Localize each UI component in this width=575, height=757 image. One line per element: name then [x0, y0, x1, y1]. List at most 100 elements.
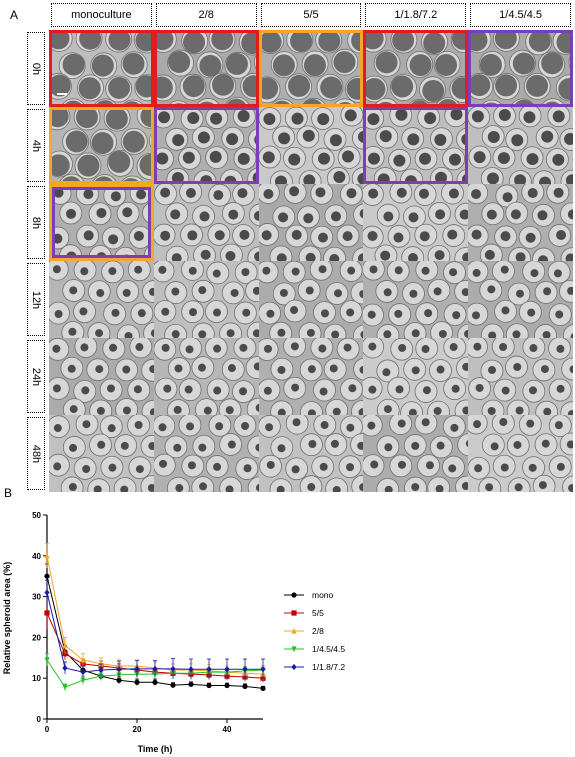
micrograph — [153, 338, 259, 415]
legend-marker — [291, 610, 297, 616]
row-header: 8h — [27, 186, 45, 259]
panel-a-letter: A — [10, 8, 19, 22]
micrograph — [468, 338, 574, 415]
data-point — [116, 677, 122, 683]
micrograph — [363, 107, 469, 184]
data-point — [62, 642, 68, 649]
y-axis-label: Relative spheroid area (%) — [2, 562, 12, 675]
data-point — [80, 656, 86, 663]
series-line — [46, 555, 264, 675]
micrograph — [363, 184, 469, 261]
micrograph — [153, 415, 259, 492]
micrograph — [153, 30, 259, 107]
micrograph — [258, 30, 364, 107]
x-tick-label: 40 — [223, 725, 232, 734]
row-header-label: 12h — [30, 290, 43, 309]
data-point — [44, 610, 50, 616]
data-point — [170, 682, 176, 688]
micrograph — [363, 30, 469, 107]
y-tick-label: 10 — [32, 674, 41, 683]
x-tick-label: 20 — [133, 725, 142, 734]
micrograph — [153, 261, 259, 338]
spheroid-area-chart: 0 10 20 30 40 50 0 20 40 mono 5/5 2/8 1/4.5/4.5 1/1.… — [2, 511, 345, 754]
row-header-label: 8h — [30, 216, 42, 229]
data-point — [260, 666, 266, 673]
legend-entry: 1/4.5/4.5 — [284, 644, 345, 654]
legend-entry: mono — [284, 590, 334, 600]
data-point — [44, 589, 50, 596]
micrograph — [363, 338, 469, 415]
legend-entry: 5/5 — [284, 608, 324, 618]
legend-label: 1/1.8/7.2 — [312, 662, 345, 672]
chart-axes: 0 10 20 30 40 50 0 20 40 — [32, 511, 263, 734]
legend-marker — [291, 663, 297, 671]
micrograph — [258, 338, 364, 415]
micrograph — [258, 415, 364, 492]
column-header: 1/4.5/4.5 — [470, 3, 571, 27]
column-header: 5/5 — [260, 3, 362, 27]
micrograph — [49, 30, 154, 107]
row-header-label: 4h — [30, 139, 42, 152]
y-tick-label: 20 — [32, 633, 41, 642]
legend-label: 5/5 — [312, 608, 324, 618]
data-point — [80, 677, 86, 684]
micrograph — [468, 261, 574, 338]
y-tick-label: 50 — [32, 511, 41, 520]
data-point — [242, 683, 248, 689]
x-tick-label: 0 — [45, 725, 50, 734]
data-point — [44, 552, 50, 559]
micrograph — [468, 184, 574, 261]
micrograph — [468, 415, 574, 492]
data-point — [242, 666, 248, 673]
data-point — [134, 679, 140, 685]
micrograph — [49, 107, 154, 184]
legend-marker — [291, 646, 297, 653]
micrograph — [153, 184, 259, 261]
legend-entry: 1/1.8/7.2 — [284, 662, 345, 672]
row-header: 12h — [27, 263, 45, 336]
y-tick-label: 30 — [32, 593, 41, 602]
row-header: 4h — [27, 109, 45, 182]
data-point — [44, 573, 50, 579]
data-point — [62, 664, 68, 672]
micrograph — [153, 107, 259, 184]
data-point — [44, 657, 50, 663]
micrograph — [468, 107, 574, 184]
data-point — [206, 666, 212, 673]
micrograph — [363, 261, 469, 338]
legend-label: mono — [312, 590, 334, 600]
data-point — [206, 682, 212, 689]
chart-series — [44, 543, 266, 691]
y-tick-label: 40 — [32, 552, 41, 561]
x-axis-label: Time (h) — [138, 744, 173, 754]
row-header: 24h — [27, 340, 45, 413]
micrograph — [363, 415, 469, 492]
series-line — [46, 592, 263, 673]
data-point — [224, 682, 230, 689]
row-header: 48h — [27, 417, 45, 490]
micrograph — [49, 261, 154, 338]
micrograph — [49, 338, 154, 415]
micrograph — [49, 415, 154, 492]
column-header: monoculture — [51, 3, 152, 27]
legend-marker — [291, 592, 297, 598]
column-header: 1/1.8/7.2 — [365, 3, 467, 27]
legend-label: 1/4.5/4.5 — [312, 644, 345, 654]
data-point — [224, 666, 230, 673]
row-header-label: 0h — [30, 62, 42, 75]
row-header-label: 24h — [30, 367, 43, 386]
y-tick-label: 0 — [37, 715, 42, 724]
column-header: 2/8 — [155, 3, 257, 27]
row-header: 0h — [27, 32, 45, 105]
micrograph — [258, 261, 364, 338]
data-point — [116, 666, 122, 673]
data-point — [188, 681, 194, 687]
legend-marker — [291, 627, 297, 634]
legend-entry: 2/8 — [284, 626, 324, 636]
legend-label: 2/8 — [312, 626, 324, 636]
micrograph — [258, 107, 364, 184]
panel-b-letter: B — [4, 486, 13, 500]
row-header-label: 48h — [30, 444, 43, 463]
data-point — [188, 666, 194, 673]
data-point — [260, 685, 266, 691]
